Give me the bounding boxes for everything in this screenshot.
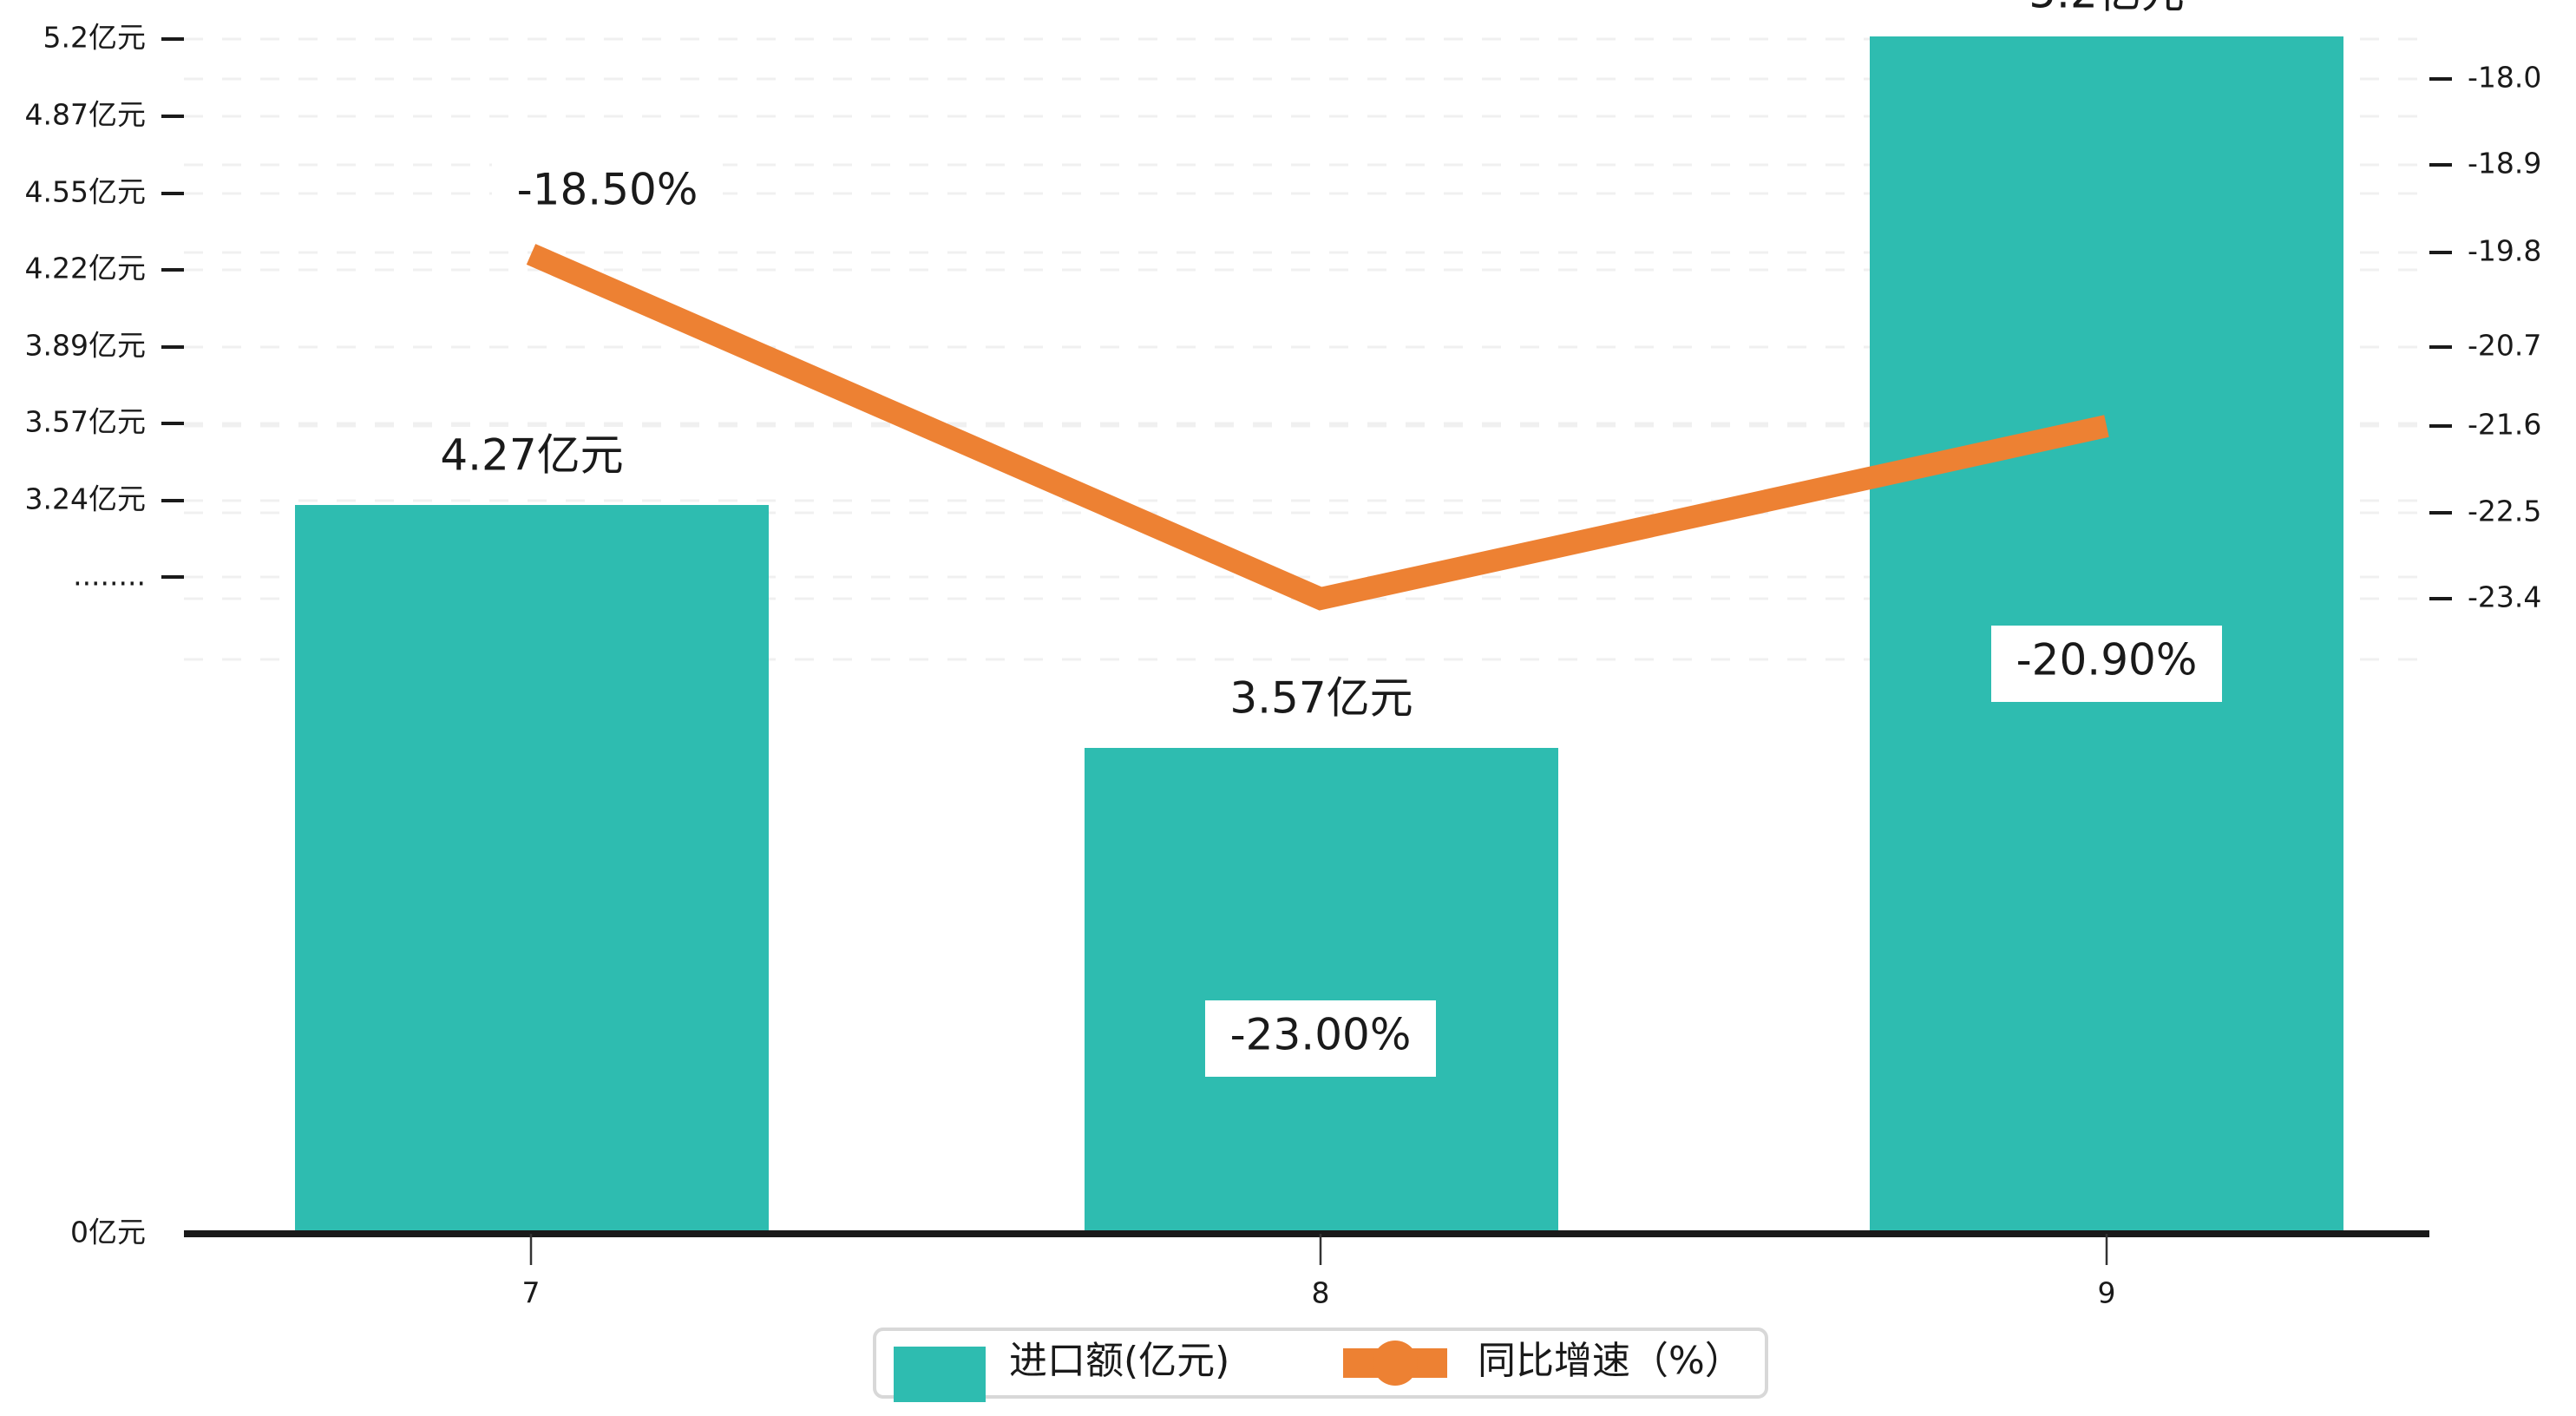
right-tick-label: -19.8 [2468, 234, 2541, 268]
bar [295, 505, 769, 1234]
left-tick-label: 4.22亿元 [25, 252, 146, 285]
right-tick-label: -20.7 [2468, 329, 2541, 363]
line-value-labels: -18.50% -23.00% -20.90% [492, 161, 2222, 1077]
trend-line [526, 244, 2109, 611]
bar-label-backdrop [438, 427, 626, 498]
line-value-label: -18.50% [517, 165, 698, 215]
right-tick-label: -21.6 [2468, 408, 2541, 442]
right-axis: -18.0 -18.9 -19.8 -20.7 -21.6 -22.5 -23.4 [2429, 61, 2541, 614]
left-tick-label: 5.2亿元 [43, 21, 146, 55]
bar-value-labels: 4.27亿元 3.57亿元 5.2亿元 [438, 0, 2185, 741]
legend-swatch-bar[interactable] [894, 1347, 986, 1402]
legend-item-label-1[interactable]: 同比增速（%） [1478, 1339, 1743, 1383]
bar-value-label: 4.27亿元 [440, 430, 623, 481]
legend-item-label-0[interactable]: 进口额(亿元) [1009, 1339, 1229, 1383]
bar-label-backdrop [1228, 670, 1415, 741]
line-label-backdrop [1991, 626, 2222, 702]
bar-label-backdrop [2029, 0, 2185, 36]
bar [1085, 748, 1558, 1234]
line-label-backdrop [492, 161, 723, 226]
right-tick-label: -18.0 [2468, 61, 2541, 95]
legend[interactable]: 进口额(亿元) 同比增速（%） [873, 1328, 1768, 1402]
right-tick-label: -23.4 [2468, 580, 2541, 614]
left-tick-label: 3.89亿元 [25, 329, 146, 363]
line-series [526, 244, 2109, 611]
x-tick-label: 7 [522, 1276, 541, 1310]
x-tick-label: 9 [2098, 1276, 2116, 1310]
left-tick-label: 4.55亿元 [25, 175, 146, 209]
left-tick-label: 4.87亿元 [25, 98, 146, 132]
line-label-backdrop [1205, 1000, 1436, 1077]
x-axis: 7 8 9 [522, 1234, 2116, 1310]
left-tick-label: 3.57亿元 [25, 405, 146, 439]
bar-value-label: 5.2亿元 [2029, 0, 2185, 18]
line-value-label: -20.90% [2016, 635, 2198, 685]
right-tick-label: -18.9 [2468, 147, 2541, 180]
left-tick-label: ........ [73, 559, 146, 593]
left-tick-label: 3.24亿元 [25, 482, 146, 516]
legend-box [873, 1328, 1768, 1399]
legend-marker-dot[interactable] [1373, 1341, 1418, 1386]
line-value-label: -23.00% [1230, 1010, 1412, 1060]
left-axis: 5.2亿元 4.87亿元 4.55亿元 4.22亿元 3.89亿元 3.57亿元 3.24亿… [25, 21, 184, 1249]
x-tick-label: 8 [1312, 1276, 1330, 1310]
right-tick-label: -22.5 [2468, 495, 2541, 528]
left-tick-label: 0亿元 [70, 1216, 146, 1249]
bar-value-label: 3.57亿元 [1229, 673, 1413, 724]
